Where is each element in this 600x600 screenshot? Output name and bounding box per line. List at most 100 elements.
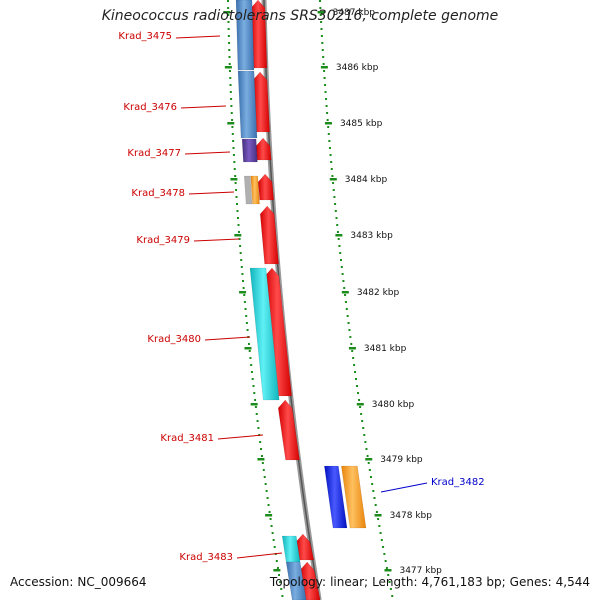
outer-guide-dot [359,406,362,408]
inner-guide-dot [227,21,230,23]
outer-guide-dot [319,7,322,9]
inner-guide-dot [232,140,235,142]
genes-label: Genes: [509,575,552,589]
plus-strand-gene-block [324,465,348,529]
outer-guide-dot [389,588,392,590]
outer-guide-dot [350,343,353,345]
outer-guide-dot [325,98,328,100]
inner-tick-mark [230,178,238,181]
inner-guide-dot [236,217,239,219]
outer-guide-dot [338,245,341,247]
inner-guide-dot [246,329,249,331]
inner-guide-dot [265,490,268,492]
inner-guide-dot [239,245,242,247]
outer-guide-dot [333,196,336,198]
outer-guide-dot [336,231,339,233]
outer-guide-dot [366,455,369,457]
gene-label-leader [193,238,240,242]
gene-label-krad-3479: Krad_3479 [136,235,190,246]
inner-guide-dot [261,462,264,464]
outer-guide-dot [344,294,347,296]
outer-guide-dot [339,252,342,254]
outer-guide-dot [324,91,327,93]
outer-guide-dot [351,350,354,352]
inner-tick-mark [227,122,235,125]
inner-tick-mark [234,234,242,237]
inner-guide-dot [257,427,260,429]
plus-strand-gene-block [341,465,367,529]
inner-guide-dot [231,133,234,135]
inner-guide-dot [256,420,259,422]
inner-guide-dot [235,196,238,198]
inner-guide-dot [250,371,253,373]
inner-tick-mark [250,403,258,406]
inner-guide-dot [231,119,234,121]
topology-value: linear; [330,575,369,589]
inner-guide-dot [235,189,238,191]
scale-tick-mark [365,458,373,461]
scale-tick-mark [384,569,392,572]
outer-guide-dot [354,371,357,373]
inner-guide-dot [228,63,231,65]
inner-guide-dot [228,49,231,51]
scale-tick-label: 3477 kbp [399,566,442,576]
outer-guide-dot [360,413,363,415]
outer-guide-dot [319,0,321,2]
outer-guide-dot [391,595,394,597]
scale-tick-label: 3484 kbp [345,175,388,185]
outer-guide-dot [382,546,385,548]
outer-guide-dot [372,490,375,492]
accession-value: NC_009664 [77,575,147,589]
inner-guide-dot [238,231,241,233]
inner-guide-dot [273,546,276,548]
inner-guide-dot [227,7,230,9]
inner-guide-dot [236,210,239,212]
inner-guide-dot [250,364,253,366]
inner-guide-dot [228,70,231,72]
inner-guide-dot [234,182,237,184]
inner-guide-dot [281,595,284,597]
scale-tick-mark [374,514,382,517]
inner-guide-dot [280,588,283,590]
outer-guide-dot [357,392,360,394]
outer-guide-dot [320,28,323,30]
inner-guide-dot [229,77,232,79]
genes-value: 4,544 [555,575,590,589]
scale-tick-mark [335,234,343,237]
scale-tick-mark [356,403,364,406]
inner-guide-dot [230,98,233,100]
inner-guide-dot [230,112,233,114]
outer-guide-dot [344,301,347,303]
reverse-gene-block [243,175,253,205]
outer-guide-dot [371,483,374,485]
inner-guide-dot [272,539,275,541]
accession-label: Accession: [10,575,74,589]
outer-guide-dot [384,560,387,562]
gene-label-leader [236,552,283,559]
inner-guide-dot [228,56,231,58]
outer-guide-dot [320,35,323,37]
gene-label-leader [175,35,221,39]
inner-guide-dot [227,0,229,2]
inner-guide-dot [231,126,234,128]
inner-guide-dot [248,350,251,352]
inner-guide-dot [240,259,243,261]
inner-guide-dot [238,238,241,240]
scale-tick-label: 3486 kbp [336,63,379,73]
outer-guide-dot [341,273,344,275]
inner-guide-dot [242,287,245,289]
outer-guide-dot [323,77,326,79]
outer-guide-dot [352,357,355,359]
outer-guide-dot [334,210,337,212]
outer-guide-dot [383,553,386,555]
outer-guide-dot [319,14,322,16]
outer-guide-dot [322,63,325,65]
inner-guide-dot [245,315,248,317]
scale-tick-label: 3480 kbp [372,400,415,410]
outer-guide-dot [358,399,361,401]
outer-guide-dot [327,133,330,135]
outer-guide-dot [326,112,329,114]
inner-tick-mark [265,514,273,517]
outer-guide-dot [380,539,383,541]
